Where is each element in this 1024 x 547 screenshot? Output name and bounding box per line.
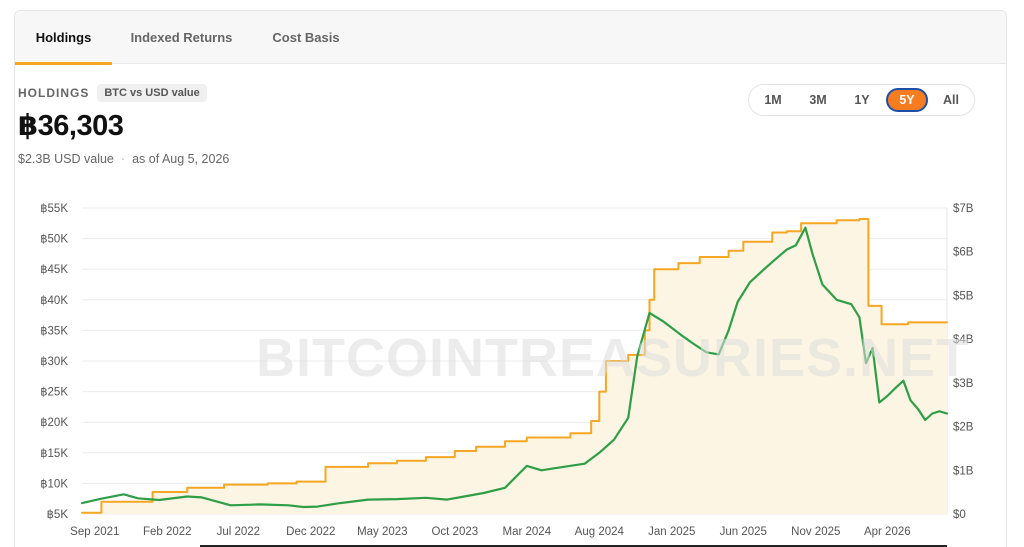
series-area-fill	[82, 219, 947, 514]
x-tick-label: Sep 2021	[70, 526, 119, 538]
x-tick-label: Jun 2025	[720, 526, 767, 538]
watermark-logo: BITCOINTREASURIES.NET	[256, 328, 971, 388]
range-1y-button[interactable]: 1Y	[854, 93, 870, 107]
chart-mode-pill: BTC vs USD value	[97, 84, 207, 102]
x-tick-label: Mar 2024	[503, 526, 552, 538]
left-tick-label: ฿40K	[40, 294, 68, 307]
left-tick-label: ฿55K	[40, 202, 68, 215]
right-tick-label: $1B	[953, 465, 974, 477]
holdings-subtitle: $2.3B USD value · as of Aug 5, 2026	[18, 152, 229, 166]
tab-cost-basis[interactable]: Cost Basis	[272, 30, 340, 45]
x-tick-label: Jul 2022	[217, 526, 260, 538]
right-tick-label: $7B	[953, 203, 974, 215]
time-range-selector: 1M 3M 1Y 5Y All	[748, 84, 975, 116]
x-tick-label: Dec 2022	[286, 526, 335, 538]
left-tick-label: ฿10K	[40, 477, 68, 490]
left-tick-label: ฿5K	[47, 508, 69, 521]
x-tick-label: Aug 2024	[575, 526, 625, 538]
left-axis: ฿5K ฿10K ฿15K ฿20K ฿25K ฿30K ฿35K ฿40K ฿45K ฿50K ฿…	[40, 202, 68, 521]
left-tick-label: ฿25K	[40, 386, 68, 399]
range-1m-button[interactable]: 1M	[764, 93, 782, 107]
x-axis: Sep 2021 Feb 2022 Jul 2022 Dec 2022 May 2023…	[70, 526, 947, 547]
right-tick-label: $2B	[953, 422, 974, 434]
right-axis: $0 $1B $2B $3B $4B $5B $6B $7B	[953, 203, 974, 521]
right-tick-label: $6B	[953, 247, 974, 259]
range-3m-button[interactable]: 3M	[809, 93, 827, 107]
holdings-value: ฿36,303	[18, 110, 124, 142]
left-tick-label: ฿30K	[40, 355, 68, 368]
holdings-area	[82, 219, 947, 514]
x-tick-label: Nov 2025	[791, 526, 840, 538]
right-tick-label: $3B	[953, 378, 974, 390]
section-label: HOLDINGS	[18, 86, 90, 100]
x-tick-label: Jan 2025	[648, 526, 695, 538]
series-lines	[80, 218, 949, 514]
usd-value-line	[80, 226, 949, 509]
left-tick-label: ฿35K	[40, 324, 68, 337]
right-tick-label: $4B	[953, 334, 974, 346]
left-tick-label: ฿15K	[40, 447, 68, 460]
x-tick-label: Oct 2023	[431, 526, 478, 538]
tab-indexed-returns[interactable]: Indexed Returns	[130, 30, 233, 45]
right-tick-label: $0	[953, 509, 966, 521]
x-tick-label: May 2023	[357, 526, 408, 538]
range-5y-button[interactable]: 5Y	[886, 88, 928, 112]
right-tick-label: $5B	[953, 290, 974, 302]
btc-holdings-line	[81, 218, 948, 514]
holdings-label-row: HOLDINGS BTC vs USD value	[18, 84, 207, 102]
x-tick-label: Feb 2022	[143, 526, 192, 538]
x-tick-label: Apr 2026	[864, 526, 911, 538]
tab-holdings[interactable]: Holdings	[15, 11, 112, 65]
as-of-date: as of Aug 5, 2026	[132, 152, 230, 166]
usd-value: $2.3B USD value	[18, 152, 114, 166]
left-tick-label: ฿45K	[40, 263, 68, 276]
left-tick-label: ฿20K	[40, 416, 68, 429]
range-all-button[interactable]: All	[943, 93, 959, 107]
separator: ·	[120, 152, 126, 166]
left-tick-label: ฿50K	[40, 233, 68, 246]
tab-bar: Holdings Indexed Returns Cost Basis	[15, 11, 1006, 65]
